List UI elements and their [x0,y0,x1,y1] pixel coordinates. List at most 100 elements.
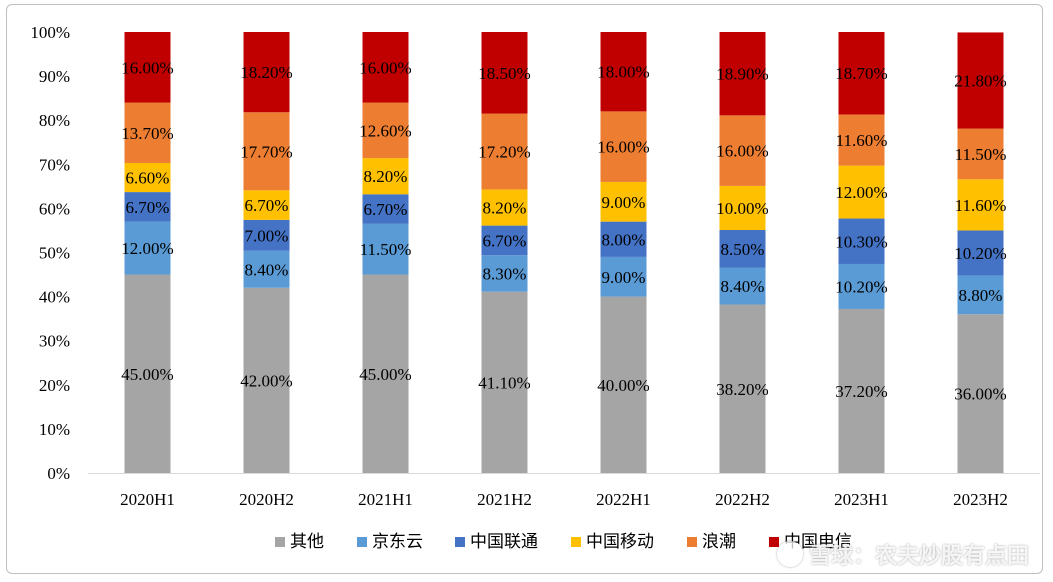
bar-segment [243,287,290,473]
data-label: 8.50% [721,240,765,259]
x-tick-label: 2021H1 [358,490,413,509]
bar-segment [243,112,290,191]
bar-segment [600,296,647,473]
data-label: 12.00% [835,183,887,202]
y-tick-label: 60% [39,199,70,218]
y-tick-label: 30% [39,332,70,351]
data-label: 6.70% [364,200,408,219]
y-tick-label: 70% [39,155,70,174]
x-tick-label: 2020H1 [120,490,175,509]
data-label: 17.20% [478,143,530,162]
bar-segment [957,32,1004,129]
bar-segment [124,274,171,473]
data-label: 37.20% [835,382,887,401]
y-tick-label: 80% [39,111,70,130]
data-label: 6.60% [126,169,170,188]
x-tick-label: 2023H1 [834,490,889,509]
data-label: 16.00% [359,58,411,77]
bar-segment [838,165,885,219]
bar-segment [481,113,528,190]
data-label: 6.70% [245,196,289,215]
bar-segment [957,179,1004,231]
data-label: 8.00% [602,230,646,249]
bar-segment [957,275,1004,315]
data-label: 21.80% [954,72,1006,91]
legend-label: 其他 [290,532,324,552]
bar-segment [600,111,647,182]
bar-segment [838,263,885,309]
bar-segment [124,32,171,103]
y-tick-label: 10% [39,420,70,439]
bar-segment [719,304,766,473]
bar-segment [124,162,171,193]
data-label: 18.20% [240,63,292,82]
data-label: 45.00% [359,365,411,384]
data-label: 11.60% [836,131,888,150]
bar-segment [957,128,1004,180]
bar-segment [838,114,885,166]
bar-segment [600,181,647,222]
legend-swatch [275,537,285,547]
data-label: 9.00% [602,268,646,287]
data-label: 18.50% [478,64,530,83]
data-label: 8.40% [721,277,765,296]
data-label: 16.00% [597,138,649,157]
y-tick-label: 50% [39,244,70,263]
bar-segment [957,230,1004,276]
data-label: 18.70% [835,64,887,83]
x-tick-label: 2021H2 [477,490,532,509]
data-label: 18.00% [597,63,649,82]
y-tick-label: 40% [39,288,70,307]
legend-label: 中国联通 [470,532,538,552]
y-tick-label: 100% [30,23,70,42]
bar-segment [600,32,647,112]
data-label: 11.50% [360,240,412,259]
bar-segment [243,219,290,251]
bar-segment [124,221,171,275]
data-label: 6.70% [483,231,527,250]
data-label: 8.30% [483,264,527,283]
data-label: 6.70% [126,198,170,217]
x-tick-label: 2022H1 [596,490,651,509]
bar-segment [481,189,528,226]
bar-segment [481,32,528,114]
bar-segment [838,32,885,115]
bar-segment [838,218,885,264]
bar-segment [243,32,290,113]
bar-segment [719,230,766,268]
data-label: 8.20% [364,167,408,186]
bar-segment [362,158,409,195]
y-tick-label: 90% [39,67,70,86]
legend-label: 中国移动 [586,532,654,552]
data-label: 10.20% [954,244,1006,263]
y-tick-label: 0% [47,464,70,483]
legend-swatch [687,537,697,547]
bar-segment [124,192,171,222]
data-label: 11.60% [955,196,1007,215]
legend-swatch [769,537,779,547]
x-tick-label: 2023H2 [953,490,1008,509]
data-label: 13.70% [121,124,173,143]
data-label: 8.80% [959,286,1003,305]
bar-segment [362,223,409,275]
data-label: 38.20% [716,380,768,399]
watermark: 雪球：农夫炒股有点田 [776,538,1029,570]
data-label: 10.30% [835,232,887,251]
legend-label: 京东云 [372,532,423,552]
data-label: 16.00% [716,142,768,161]
bar-segment [719,267,766,305]
bar-segment [719,115,766,186]
data-label: 8.40% [245,260,289,279]
bar-segment [124,102,171,163]
bar-segment [362,274,409,473]
bar-segment [600,256,647,297]
bar-segment [243,250,290,288]
data-label: 9.00% [602,193,646,212]
y-tick-label: 20% [39,376,70,395]
x-tick-label: 2022H2 [715,490,770,509]
data-label: 10.00% [716,199,768,218]
bar-segment [481,255,528,292]
legend-swatch [455,537,465,547]
bar-segment [362,194,409,224]
